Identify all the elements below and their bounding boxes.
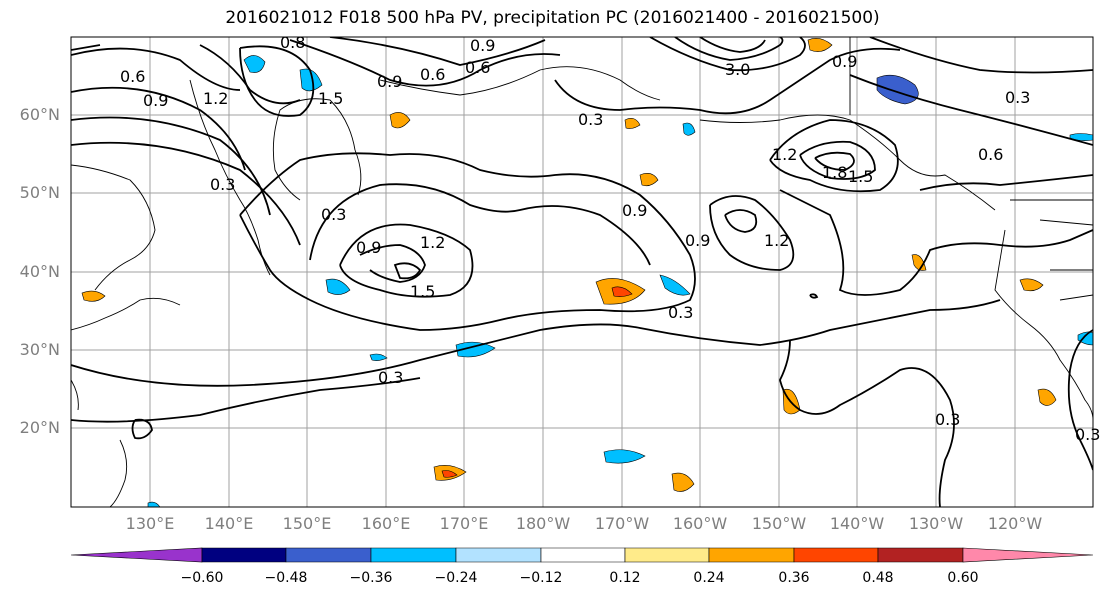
colorbar-cell bbox=[624, 547, 710, 563]
colorbar-tick-label: −0.48 bbox=[264, 570, 308, 586]
colorbar-cell bbox=[70, 547, 203, 563]
lon-label-130e: 130°E bbox=[125, 514, 175, 533]
contour-label: 1.8 bbox=[822, 163, 847, 182]
contour-label: 0.6 bbox=[120, 67, 145, 86]
pv-contours bbox=[71, 37, 1093, 507]
graticule bbox=[71, 37, 1093, 507]
contour-label: 1.5 bbox=[410, 282, 435, 301]
lon-label-140e: 140°E bbox=[204, 514, 254, 533]
colorbar-cell bbox=[455, 547, 542, 563]
contour-label: 0.6 bbox=[465, 58, 490, 77]
colorbar-cell bbox=[370, 547, 457, 563]
lon-label-120w: 120°W bbox=[987, 514, 1043, 533]
colorbar-cell bbox=[877, 547, 964, 563]
lon-label-160w: 160°W bbox=[672, 514, 728, 533]
coastlines bbox=[71, 37, 1093, 507]
contour-label: 0.3 bbox=[321, 205, 346, 224]
colorbar-tick-label: 0.60 bbox=[947, 570, 979, 586]
lon-label-130w: 130°W bbox=[908, 514, 964, 533]
colorbar-cell bbox=[793, 547, 879, 563]
colorbar-cell bbox=[285, 547, 372, 563]
map-title: 2016021012 F018 500 hPa PV, precipitatio… bbox=[225, 8, 880, 28]
contour-label: 1.2 bbox=[203, 89, 228, 108]
contour-label: 0.6 bbox=[978, 145, 1003, 164]
lat-label-20: 20°N bbox=[19, 418, 60, 437]
colorbar-tick-label: 0.36 bbox=[778, 570, 810, 586]
contour-label: 1.2 bbox=[420, 233, 445, 252]
contour-label: 0.9 bbox=[685, 231, 710, 250]
colorbar-cell bbox=[201, 547, 287, 563]
lat-label-50: 50°N bbox=[19, 183, 60, 202]
lon-label-150w: 150°W bbox=[751, 514, 807, 533]
contour-label: 0.9 bbox=[377, 72, 402, 91]
contour-label: 1.5 bbox=[848, 167, 873, 186]
colorbar-cell bbox=[708, 547, 795, 563]
contour-label: 0.9 bbox=[143, 91, 168, 110]
colorbar-tick-label: 0.48 bbox=[862, 570, 894, 586]
contour-label: 1.5 bbox=[318, 89, 343, 108]
contour-label: 0.3 bbox=[578, 110, 603, 129]
contour-label: 0.3 bbox=[210, 175, 235, 194]
contour-label: 0.9 bbox=[622, 201, 647, 220]
map-frame bbox=[70, 36, 1094, 508]
colorbar-cell bbox=[962, 547, 1094, 563]
contour-label: 0.3 bbox=[668, 303, 693, 322]
contour-label: 0.3 bbox=[1075, 425, 1100, 444]
precip-shading bbox=[81, 38, 1093, 507]
colorbar-tick-label: 0.24 bbox=[693, 570, 725, 586]
contour-label: 1.2 bbox=[772, 145, 797, 164]
lon-label-170w: 170°W bbox=[594, 514, 650, 533]
contour-label: 0.6 bbox=[420, 65, 445, 84]
lat-label-40: 40°N bbox=[19, 262, 60, 281]
contour-label: 0.3 bbox=[1005, 88, 1030, 107]
colorbar-cell bbox=[540, 547, 626, 563]
contour-label: 0.9 bbox=[356, 238, 381, 257]
lon-label-140w: 140°W bbox=[829, 514, 885, 533]
colorbar-tick-label: 0.12 bbox=[609, 570, 641, 586]
lon-label-170e: 170°E bbox=[439, 514, 489, 533]
colorbar-tick-label: −0.60 bbox=[180, 570, 224, 586]
contour-label: 0.3 bbox=[935, 410, 960, 429]
colorbar-tick-label: −0.24 bbox=[434, 570, 478, 586]
lat-label-30: 30°N bbox=[19, 340, 60, 359]
lon-label-150e: 150°E bbox=[282, 514, 332, 533]
colorbar-tick-label: −0.12 bbox=[519, 570, 563, 586]
lon-label-160e: 160°E bbox=[361, 514, 411, 533]
contour-label: 0.8 bbox=[280, 33, 305, 52]
lon-label-180w: 180°W bbox=[515, 514, 571, 533]
contour-label: 0.9 bbox=[470, 36, 495, 55]
lat-label-60: 60°N bbox=[19, 105, 60, 124]
colorbar-tick-label: −0.36 bbox=[349, 570, 393, 586]
contour-label: 0.9 bbox=[832, 52, 857, 71]
contour-label: 3.0 bbox=[725, 60, 750, 79]
contour-label: 0.3 bbox=[378, 368, 403, 387]
contour-label: 1.2 bbox=[764, 231, 789, 250]
contour-labels: 0.6 0.9 1.2 0.3 0.9 0.6 0.9 0.6 0.3 3.0 0.9 0.3 0.6 1… bbox=[120, 33, 1100, 444]
